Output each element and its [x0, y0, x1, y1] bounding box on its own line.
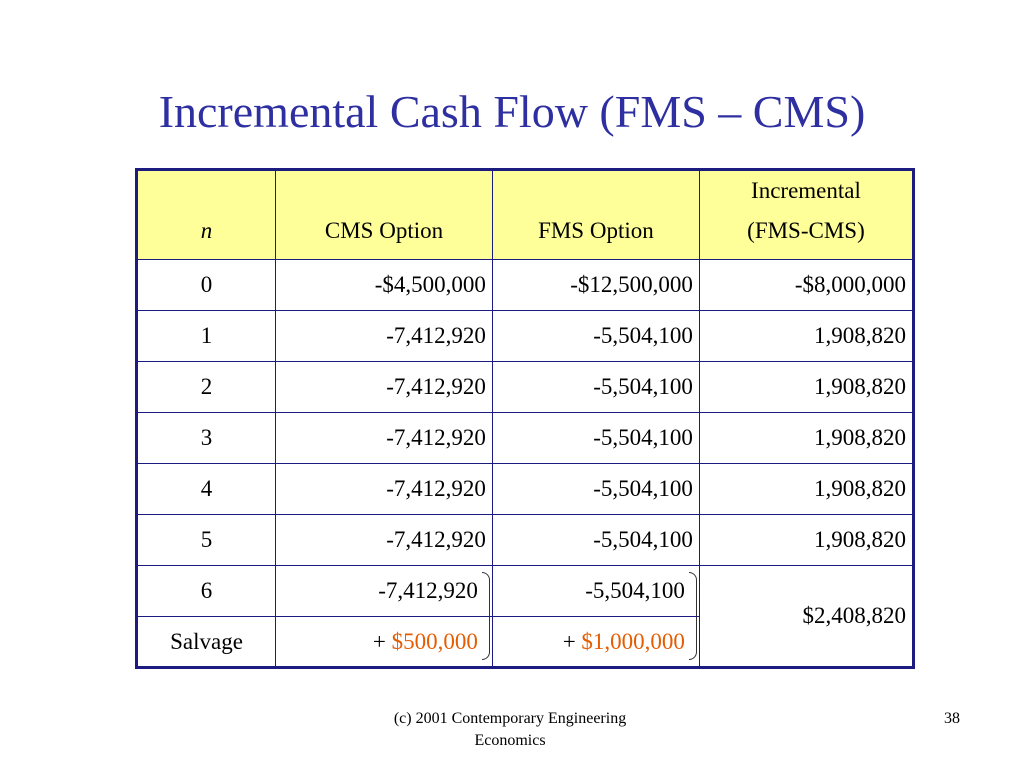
table-row: 5 -7,412,920 -5,504,100 1,908,820 [135, 514, 915, 566]
brace-bottom-icon [688, 617, 697, 660]
salvage-fms-value: $1,000,000 [581, 628, 685, 654]
cell-incremental: 1,908,820 [698, 361, 915, 413]
table-row: 0 -$4,500,000 -$12,500,000 -$8,000,000 [135, 259, 915, 311]
cell-salvage-label: Salvage [135, 616, 277, 668]
cell-fms: -5,504,100 [491, 361, 700, 413]
cell-cms: -7,412,920 [275, 310, 493, 362]
brace-top-icon [688, 572, 697, 616]
header-fms-option: FMS Option [491, 169, 700, 260]
cell-cms: -7,412,920 [275, 514, 493, 566]
cell-n: 6 [135, 565, 277, 617]
cell-incremental: 1,908,820 [698, 514, 915, 566]
cell-cms-value: -7,412,920 [378, 578, 478, 603]
cell-fms: -5,504,100 [491, 565, 700, 617]
footer-copyright: (c) 2001 Contemporary Engineering Econom… [340, 708, 680, 752]
cell-fms-value: -5,504,100 [585, 578, 685, 603]
cell-incremental: 1,908,820 [698, 463, 915, 515]
footer-line1: (c) 2001 Contemporary Engineering [393, 710, 627, 727]
cell-cms-salvage: + $500,000 [275, 616, 493, 668]
table-row: 1 -7,412,920 -5,504,100 1,908,820 [135, 310, 915, 362]
cell-fms: -5,504,100 [491, 463, 700, 515]
salvage-cms-value: $500,000 [391, 628, 478, 654]
cell-cms: -$4,500,000 [275, 259, 493, 311]
cell-n: 2 [135, 361, 277, 413]
cell-cms: -7,412,920 [275, 361, 493, 413]
table-header-row: n CMS Option FMS Option Incremental (FMS… [135, 169, 915, 260]
footer-line2: Economics [474, 732, 546, 749]
header-incremental-line2: (FMS-CMS) [747, 218, 865, 243]
cell-incremental: 1,908,820 [698, 310, 915, 362]
cell-fms-salvage: + $1,000,000 [491, 616, 700, 668]
cell-fms: -$12,500,000 [491, 259, 700, 311]
header-incremental-line1: Incremental [751, 178, 861, 203]
plus-sign: + [562, 628, 576, 654]
table-row-salvage: Salvage + $500,000 + $1,000,000 [135, 616, 914, 668]
header-incremental: Incremental (FMS-CMS) [698, 169, 915, 260]
page-number: 38 [944, 710, 960, 727]
cell-cms: -7,412,920 [275, 463, 493, 515]
cell-incremental-merged: $2,408,820 [698, 565, 915, 668]
cell-fms: -5,504,100 [491, 514, 700, 566]
cell-fms: -5,504,100 [491, 310, 700, 362]
header-cms-option: CMS Option [275, 169, 493, 260]
table-row: 3 -7,412,920 -5,504,100 1,908,820 [135, 412, 915, 464]
cell-incremental: -$8,000,000 [698, 259, 915, 311]
brace-bottom-icon [481, 617, 490, 660]
brace-top-icon [481, 572, 490, 616]
cash-flow-table: n CMS Option FMS Option Incremental (FMS… [135, 168, 915, 669]
cell-cms: -7,412,920 [275, 565, 493, 617]
cell-n: 5 [135, 514, 277, 566]
cell-fms: -5,504,100 [491, 412, 700, 464]
cell-n: 4 [135, 463, 277, 515]
cell-n: 3 [135, 412, 277, 464]
cell-incremental: 1,908,820 [698, 412, 915, 464]
plus-sign: + [372, 628, 386, 654]
slide-title: Incremental Cash Flow (FMS – CMS) [158, 86, 866, 137]
cell-n: 0 [135, 259, 277, 311]
table-row: 4 -7,412,920 -5,504,100 1,908,820 [135, 463, 915, 515]
table-row: 6 -7,412,920 -5,504,100 $2,408,820 [135, 565, 915, 668]
cell-cms: -7,412,920 [275, 412, 493, 464]
cell-n: 1 [135, 310, 277, 362]
table-row: 2 -7,412,920 -5,504,100 1,908,820 [135, 361, 915, 413]
header-n: n [135, 169, 277, 260]
